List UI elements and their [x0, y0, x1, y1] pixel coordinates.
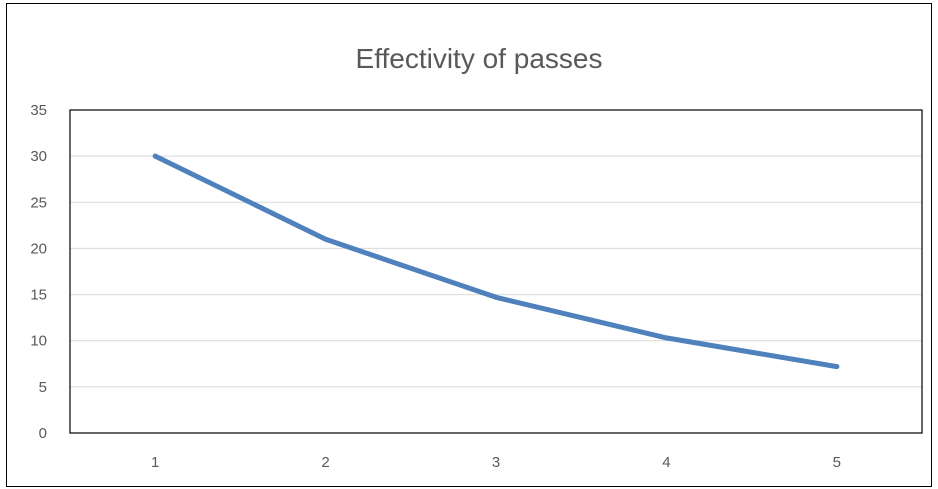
y-tick-label: 30	[30, 148, 47, 165]
chart-frame	[6, 3, 932, 487]
chart-title: Effectivity of passes	[356, 43, 603, 74]
y-tick-label: 15	[30, 287, 47, 304]
y-tick-label: 5	[39, 379, 47, 396]
data-point	[663, 335, 669, 341]
x-tick-label: 2	[321, 454, 329, 471]
x-axis-ticks: 1 2 3 4 5	[151, 454, 841, 471]
series-layer	[152, 153, 840, 370]
data-point	[493, 294, 499, 300]
series-line	[152, 153, 840, 370]
y-tick-label: 25	[30, 194, 47, 211]
x-tick-label: 4	[662, 454, 670, 471]
x-tick-label: 3	[492, 454, 500, 471]
x-tick-label: 1	[151, 454, 159, 471]
data-point	[323, 236, 329, 242]
y-tick-label: 35	[30, 102, 47, 119]
y-tick-label: 0	[39, 425, 47, 442]
x-tick-label: 5	[833, 454, 841, 471]
data-point	[152, 153, 158, 159]
gridlines	[70, 155, 922, 388]
y-tick-label: 10	[30, 333, 47, 350]
y-axis-ticks: 0 5 10 15 20 25 30 35	[30, 102, 47, 442]
y-tick-label: 20	[30, 240, 47, 257]
data-point	[834, 364, 840, 370]
plot-area	[69, 109, 923, 434]
